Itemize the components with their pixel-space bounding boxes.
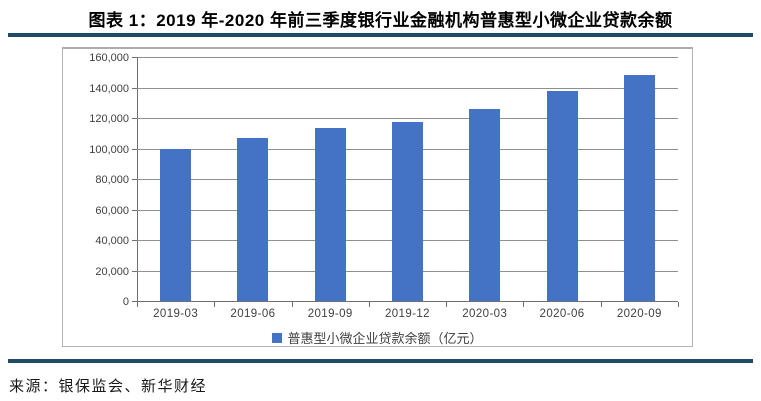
x-axis-tick: [291, 302, 293, 307]
x-axis-label: 2020-06: [539, 308, 585, 320]
y-axis-tick: [132, 270, 137, 272]
y-axis-label: 100,000: [89, 143, 129, 156]
bar: [160, 148, 192, 301]
y-axis-tick: [132, 209, 137, 211]
x-axis-tick: [523, 302, 525, 307]
x-axis-label: 2020-03: [462, 308, 508, 320]
bar: [237, 137, 269, 301]
x-axis-label: 2019-09: [307, 308, 353, 320]
bar: [392, 122, 423, 301]
chart-gridline: [137, 87, 678, 89]
y-axis-label: 0: [122, 296, 129, 308]
chart-gridline: [137, 118, 678, 119]
y-axis-tick: [132, 148, 137, 150]
x-axis-tick: [446, 302, 448, 307]
y-axis-tick: [132, 87, 137, 89]
bottom-divider: [8, 359, 753, 363]
y-axis-label: 160,000: [89, 52, 129, 64]
y-axis-tick: [132, 301, 137, 302]
y-axis-label: 20,000: [95, 265, 129, 278]
y-axis-label: 60,000: [95, 204, 129, 217]
source-note: 来源：银保监会、新华财经: [9, 379, 208, 395]
chart-frame: 0 20,000 40,000 60,000 80,000 100,000 120,000 1…: [62, 47, 693, 347]
x-axis-label: 2019-12: [384, 308, 430, 320]
y-axis-label: 40,000: [95, 235, 129, 247]
y-axis-tick: [132, 179, 137, 180]
y-axis-label: 140,000: [89, 82, 129, 95]
y-axis-line: [137, 58, 138, 302]
y-axis-label: 120,000: [89, 113, 129, 125]
chart-legend: 普惠型小微企业贷款余额（亿元）: [63, 328, 692, 347]
top-divider: [8, 33, 753, 37]
x-axis-label: 2019-03: [153, 308, 199, 320]
bar: [623, 75, 655, 301]
x-axis-tick: [368, 302, 370, 307]
x-axis-tick: [678, 302, 679, 307]
x-axis-tick: [214, 302, 216, 307]
chart-gridline: [137, 57, 678, 58]
x-axis-tick: [600, 302, 602, 307]
x-axis-label: 2019-06: [230, 308, 276, 320]
y-axis-tick: [132, 240, 137, 241]
plot-area: 0 20,000 40,000 60,000 80,000 100,000 120,000 1…: [89, 52, 679, 320]
x-axis-label: 2020-09: [616, 308, 662, 320]
x-axis-tick: [137, 302, 138, 307]
legend-label: 普惠型小微企业贷款余额（亿元）: [287, 331, 483, 346]
legend-color-swatch: [272, 332, 283, 343]
x-axis-line: [137, 301, 678, 302]
bar: [546, 90, 578, 301]
y-axis-tick: [132, 118, 137, 119]
y-axis-label: 80,000: [95, 174, 129, 186]
page-title: 图表 1：2019 年-2020 年前三季度银行业金融机构普惠型小微企业贷款余额: [88, 11, 673, 30]
y-axis-tick: [132, 57, 137, 58]
bar: [469, 109, 501, 301]
bar: [314, 127, 346, 301]
